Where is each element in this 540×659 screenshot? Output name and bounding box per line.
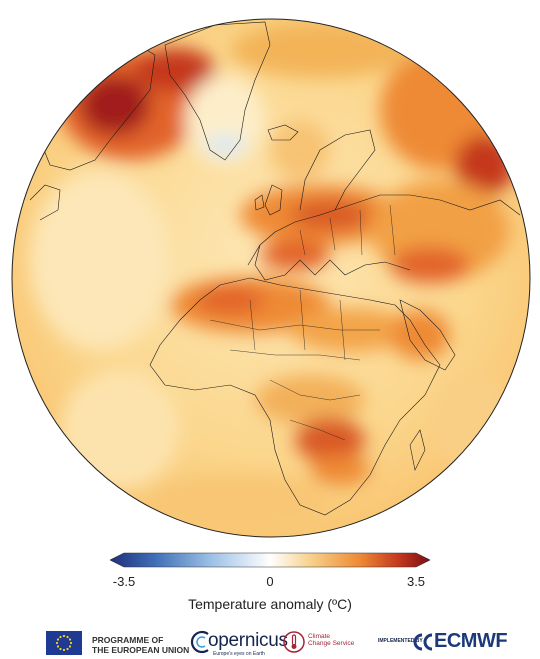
c3s-wordmark: Climate Change Service bbox=[308, 633, 354, 647]
globe-outline bbox=[11, 18, 531, 538]
copernicus-logo-icon bbox=[190, 630, 209, 654]
copernicus-tagline: Europe's eyes on Earth bbox=[213, 651, 265, 657]
implemented-by-text: IMPLEMENTED BY bbox=[378, 638, 423, 644]
colorbar-min-label: -3.5 bbox=[112, 574, 136, 589]
ecmwf-logo-icon bbox=[413, 633, 433, 651]
eu-line-1: PROGRAMME OF bbox=[92, 635, 164, 645]
colorbar-title: Temperature anomaly (ºC) bbox=[188, 596, 352, 612]
ecmwf-wordmark: ECMWF bbox=[434, 630, 508, 652]
colorbar: -3.5 0 3.5 Temperature anomaly (ºC) bbox=[110, 552, 430, 622]
colorbar-gradient bbox=[110, 552, 430, 568]
colorbar-svg bbox=[110, 552, 430, 568]
copernicus-wordmark: opernicus bbox=[208, 630, 288, 651]
footer-logos: PROGRAMME OF THE EUROPEAN UNION opernicu… bbox=[0, 626, 540, 659]
globe-svg bbox=[11, 18, 531, 538]
colorbar-max-label: 3.5 bbox=[406, 574, 426, 589]
eu-line-2: THE EUROPEAN UNION bbox=[92, 645, 190, 655]
eu-flag-icon bbox=[46, 631, 82, 655]
c3s-line-1: Climate bbox=[308, 633, 331, 640]
globe-map bbox=[11, 18, 531, 538]
c3s-logo-icon bbox=[283, 631, 305, 653]
c3s-line-2: Change Service bbox=[308, 640, 355, 647]
colorbar-mid-label: 0 bbox=[266, 574, 274, 589]
eu-programme-text: PROGRAMME OF THE EUROPEAN UNION bbox=[92, 635, 189, 655]
coastlines bbox=[29, 21, 521, 516]
